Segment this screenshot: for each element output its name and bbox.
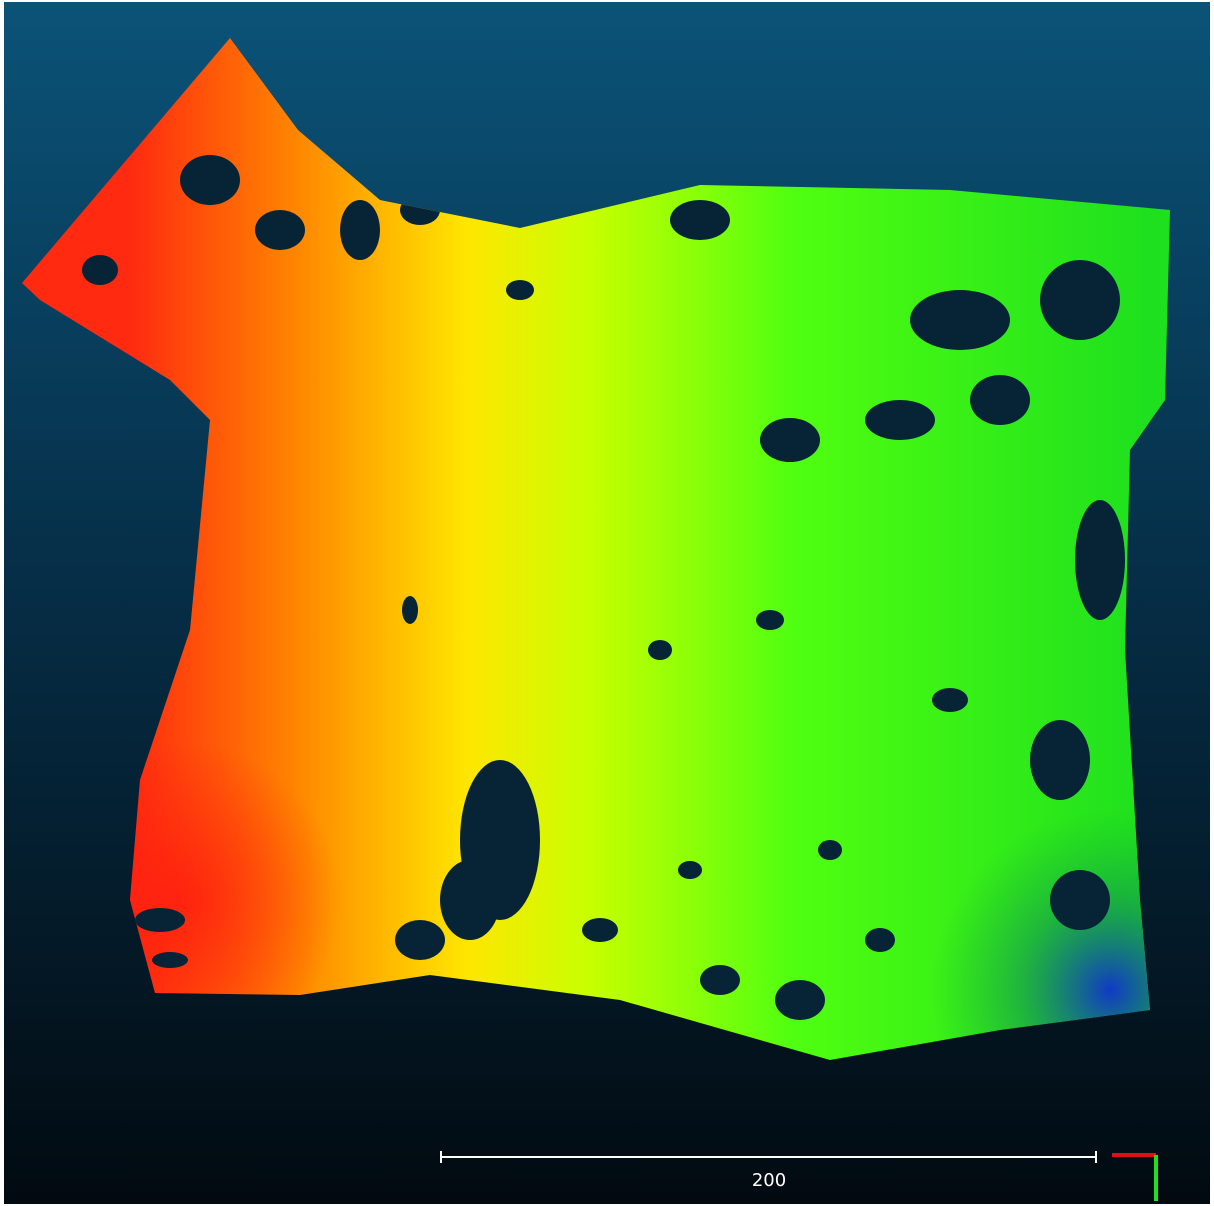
scale-bar xyxy=(440,1151,1097,1163)
scale-bar-label: 200 xyxy=(752,1170,786,1191)
cloud-holes xyxy=(82,155,1125,1020)
